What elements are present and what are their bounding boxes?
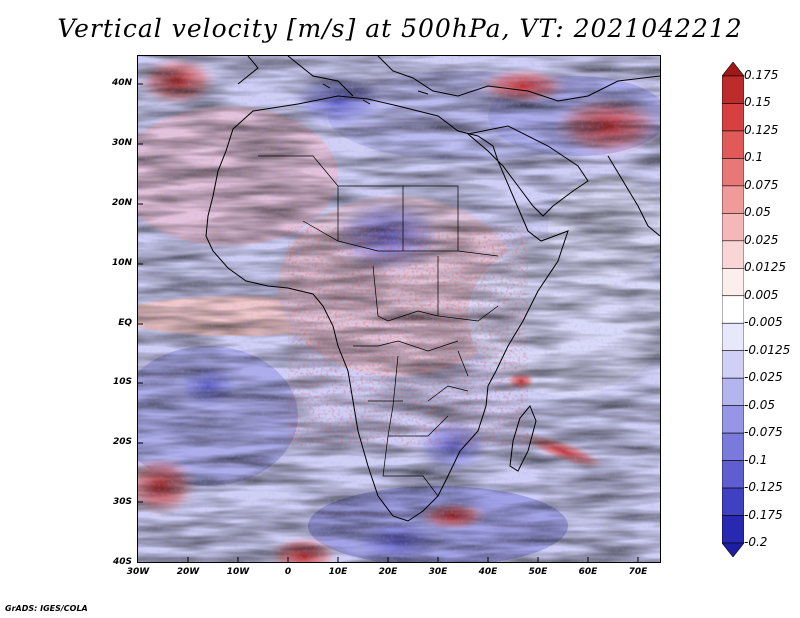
lon-tick-label: 30E <box>428 567 448 577</box>
colorbar-swatch <box>722 240 744 269</box>
lon-tick-label: 50E <box>528 567 548 577</box>
lon-tick-label: 0 <box>284 567 292 577</box>
chart-title: Vertical velocity [m/s] at 500hPa, VT: 2… <box>57 14 743 43</box>
lon-tick-label: 60E <box>578 567 598 577</box>
colorbar-tick-label: -0.0125 <box>744 342 791 357</box>
colorbar-swatch <box>722 213 744 242</box>
colorbar-tick-label: -0.075 <box>744 425 783 440</box>
colorbar-swatch <box>722 322 744 352</box>
colorbar-swatch <box>722 103 744 132</box>
lon-tick-label: 20W <box>176 567 200 577</box>
colorbar-tick-label: -0.1 <box>744 452 768 467</box>
colorbar-tick-label: -0.05 <box>744 397 776 412</box>
colorbar-tick-label: 0.1 <box>744 150 764 165</box>
map-panel <box>137 55 661 563</box>
descent-speckle <box>138 56 660 562</box>
lat-tick-label: 40S <box>112 557 132 567</box>
lon-tick-label: 30W <box>126 567 150 577</box>
lat-tick-label: 20S <box>112 437 132 447</box>
colorbar-swatch <box>722 432 744 461</box>
mediterranean-islands <box>322 83 429 105</box>
colorbar-tick-label: 0.0125 <box>744 260 786 275</box>
colorbar-tick-label: 0.175 <box>744 68 779 82</box>
lon-tick-label: 70E <box>628 567 648 577</box>
colorbar-tick-label: 0.025 <box>744 232 779 247</box>
lat-tick-label: 20N <box>111 198 132 208</box>
axis-ticks <box>138 83 639 562</box>
lat-tick-label: 10N <box>111 258 132 268</box>
colorbar-tick-label: 0.075 <box>744 177 779 192</box>
colorbar-tick-label: -0.005 <box>744 315 783 330</box>
arabia-coastline <box>466 125 589 217</box>
country-borders <box>258 155 499 497</box>
colorbar-swatch <box>722 460 744 489</box>
europe-coastline <box>237 56 660 102</box>
colorbar-swatch <box>722 185 744 214</box>
colorbar-tick-label: 0.15 <box>744 95 771 110</box>
colorbar-tick-label: 0.125 <box>744 122 779 137</box>
lat-tick-label: EQ <box>118 318 132 328</box>
colorbar-swatch <box>722 377 744 406</box>
colorbar-swatch <box>722 130 744 159</box>
lon-tick-label: 10E <box>328 567 348 577</box>
colorbar-swatch <box>722 487 744 516</box>
lat-tick-label: 30S <box>112 497 132 507</box>
colorbar-tick-label: -0.125 <box>744 480 783 495</box>
colorbar-tick-label: -0.175 <box>744 507 783 522</box>
india-coastline <box>607 155 660 237</box>
colorbar-tick-label: 0.05 <box>744 205 771 220</box>
lat-tick-label: 30N <box>111 138 132 148</box>
lat-tick-label: 10S <box>112 377 132 387</box>
colorbar-tick-label: 0.005 <box>744 287 779 302</box>
africa-coastline <box>205 95 569 522</box>
colorbar-tick-label: -0.025 <box>744 370 783 385</box>
colorbar-swatch <box>722 158 744 187</box>
lon-tick-label: 20E <box>378 567 398 577</box>
coastlines <box>205 56 660 522</box>
colorbar <box>722 62 744 557</box>
colorbar-swatch <box>722 515 744 544</box>
colorbar-swatch <box>722 350 744 379</box>
lon-tick-label: 10W <box>226 567 250 577</box>
colorbar-swatch <box>722 405 744 434</box>
lat-tick-label: 40N <box>111 78 132 88</box>
madagascar-coastline <box>509 405 537 472</box>
colorbar-swatch <box>722 62 744 77</box>
colorbar-swatch <box>722 542 744 557</box>
colorbar-swatch <box>722 295 744 324</box>
vertical-velocity-map <box>138 56 660 562</box>
grads-credit: GrADS: IGES/COLA <box>5 604 88 613</box>
lon-tick-label: 40E <box>478 567 498 577</box>
colorbar-swatch <box>722 267 744 297</box>
colorbar-tick-label: -0.2 <box>744 535 768 549</box>
colorbar-swatch <box>722 75 744 104</box>
